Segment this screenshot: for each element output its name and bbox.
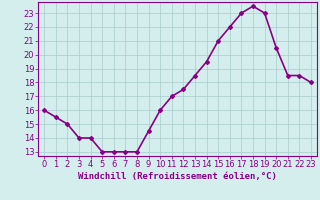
X-axis label: Windchill (Refroidissement éolien,°C): Windchill (Refroidissement éolien,°C) [78, 172, 277, 181]
